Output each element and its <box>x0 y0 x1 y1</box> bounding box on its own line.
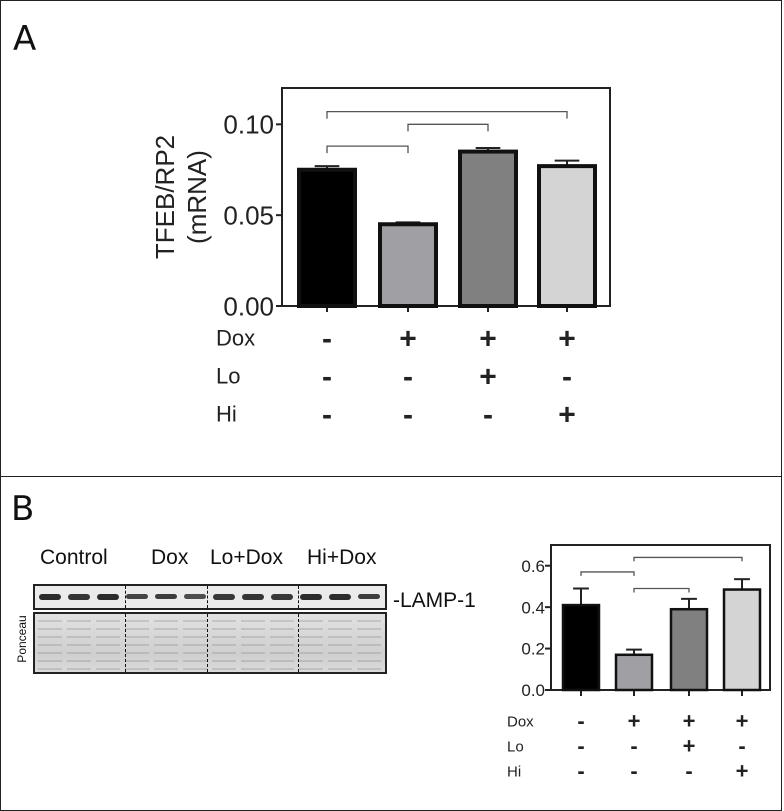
condition-sign: - <box>577 759 584 784</box>
blot-band <box>358 594 380 600</box>
blot-band <box>39 594 61 600</box>
condition-sign: - <box>403 361 413 394</box>
lane-divider <box>125 614 126 672</box>
condition-sign: - <box>322 323 332 356</box>
condition-sign: - <box>685 759 692 784</box>
blot-group-label: Lo+Dox <box>210 546 283 569</box>
ponceau-lane <box>270 614 294 672</box>
lane-divider <box>298 614 299 672</box>
plot-frame <box>550 544 771 691</box>
significance-bracket <box>326 110 568 119</box>
blot-group-label: Control <box>40 546 108 569</box>
ponceau-lane <box>328 614 352 672</box>
y-tick-label: 0.0 <box>521 681 545 700</box>
plot-frame <box>281 87 611 307</box>
panel-b-label: B <box>11 489 35 529</box>
condition-sign: - <box>483 399 493 432</box>
blot-band <box>184 594 206 599</box>
band-label: -LAMP-1 <box>393 589 476 612</box>
condition-sign: - <box>738 734 745 759</box>
panel-a-label: A <box>13 19 37 59</box>
condition-row-label: Dox <box>216 326 255 351</box>
lamp1-blot-strip <box>33 584 387 610</box>
y-tick-label: 0.10 <box>223 110 274 140</box>
ponceau-lane <box>241 614 265 672</box>
y-axis-label: (mRNA) <box>182 150 212 244</box>
condition-sign: + <box>683 709 696 734</box>
condition-sign: + <box>558 399 576 432</box>
significance-bracket <box>580 571 635 576</box>
blot-band <box>329 594 351 600</box>
lane-divider <box>207 586 208 608</box>
ponceau-blot-strip <box>33 612 387 674</box>
y-tick-label: 0.05 <box>223 201 274 231</box>
blot-band <box>213 594 235 600</box>
condition-row-label: Lo <box>507 738 524 755</box>
blot-group-label: Hi+Dox <box>307 546 377 569</box>
condition-sign: + <box>558 323 576 356</box>
y-tick-label: 0.2 <box>521 640 545 659</box>
condition-sign: - <box>562 361 572 394</box>
ponceau-lane <box>67 614 91 672</box>
ponceau-lane <box>357 614 381 672</box>
condition-sign: - <box>322 399 332 432</box>
ponceau-lane <box>212 614 236 672</box>
condition-sign: + <box>628 709 641 734</box>
bar <box>669 607 709 692</box>
ponceau-lane <box>154 614 178 672</box>
bar <box>537 164 597 308</box>
bar <box>378 222 438 308</box>
bar <box>614 653 654 692</box>
blot-band <box>242 594 264 600</box>
ponceau-lane <box>299 614 323 672</box>
blot-band <box>155 594 177 600</box>
blot-band <box>271 594 293 600</box>
condition-sign: - <box>630 734 637 759</box>
condition-sign: + <box>736 759 749 784</box>
bar <box>561 603 601 692</box>
bar <box>297 167 357 308</box>
condition-sign: + <box>683 734 696 759</box>
condition-row-label: Lo <box>216 364 240 389</box>
y-tick-label: 0.00 <box>223 291 274 321</box>
ponceau-lane <box>125 614 149 672</box>
condition-sign: - <box>577 709 584 734</box>
blot-band <box>68 594 90 600</box>
condition-sign: - <box>630 759 637 784</box>
condition-sign: + <box>736 709 749 734</box>
condition-sign: - <box>577 734 584 759</box>
blot-band <box>126 594 148 600</box>
blot-group-label: Dox <box>151 546 189 569</box>
y-tick-label: 0.6 <box>521 557 545 576</box>
condition-sign: + <box>479 323 497 356</box>
blot-band <box>300 594 322 600</box>
condition-sign: - <box>403 399 413 432</box>
lane-divider <box>298 586 299 608</box>
condition-sign: + <box>479 361 497 394</box>
ponceau-lane <box>96 614 120 672</box>
y-tick-label: 0.4 <box>521 598 545 617</box>
lane-divider <box>207 614 208 672</box>
condition-row-label: Hi <box>216 402 237 427</box>
condition-row-label: Dox <box>507 713 534 730</box>
lane-divider <box>125 586 126 608</box>
blot-band <box>97 594 119 600</box>
bar <box>458 149 518 308</box>
condition-sign: + <box>399 323 417 356</box>
y-axis-label: TFEB/RP2 <box>150 135 180 259</box>
ponceau-lane <box>38 614 62 672</box>
significance-bracket <box>407 123 489 132</box>
significance-bracket <box>633 587 690 593</box>
ponceau-lane <box>183 614 207 672</box>
bar <box>722 588 762 692</box>
condition-row-label: Hi <box>507 763 521 780</box>
condition-sign: - <box>322 361 332 394</box>
significance-bracket <box>633 556 743 562</box>
significance-bracket <box>326 145 409 154</box>
